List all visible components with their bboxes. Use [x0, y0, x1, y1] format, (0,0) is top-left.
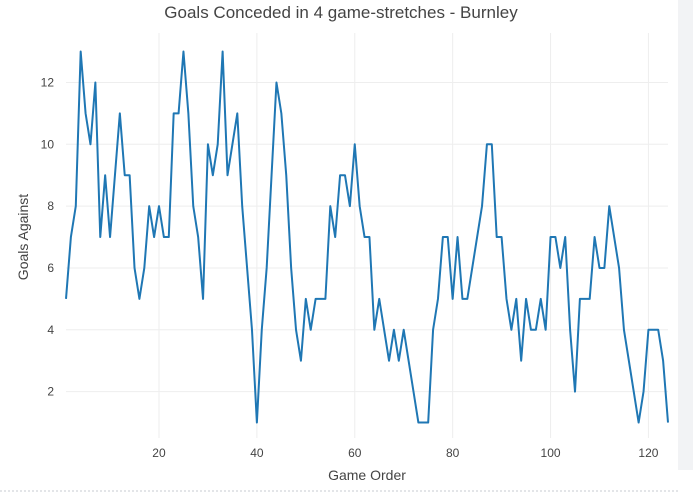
right-edge-strip [678, 0, 693, 470]
y-tick-label: 8 [47, 199, 54, 213]
y-tick-label: 2 [47, 385, 54, 399]
x-tick-label: 100 [541, 446, 561, 460]
x-tick-label: 20 [152, 446, 166, 460]
y-gridlines [66, 81, 668, 393]
series-line [65, 50, 669, 424]
x-tick-labels: 20 40 60 80 100 120 [152, 446, 658, 460]
y-tick-labels: 2 4 6 8 10 12 [41, 75, 55, 398]
x-tick-label: 80 [446, 446, 460, 460]
x-axis-title: Game Order [328, 467, 406, 483]
y-tick-label: 4 [47, 323, 54, 337]
x-tick-label: 120 [638, 446, 658, 460]
x-tick-label: 40 [250, 446, 264, 460]
x-gridlines [158, 33, 649, 438]
y-tick-label: 10 [41, 137, 55, 151]
y-axis-title: Goals Against [15, 194, 31, 280]
y-tick-label: 12 [41, 75, 55, 89]
y-tick-label: 6 [47, 261, 54, 275]
bottom-dotted-divider [0, 490, 678, 492]
chart-title: Goals Conceded in 4 game-stretches - Bur… [164, 3, 518, 22]
x-tick-label: 60 [348, 446, 362, 460]
